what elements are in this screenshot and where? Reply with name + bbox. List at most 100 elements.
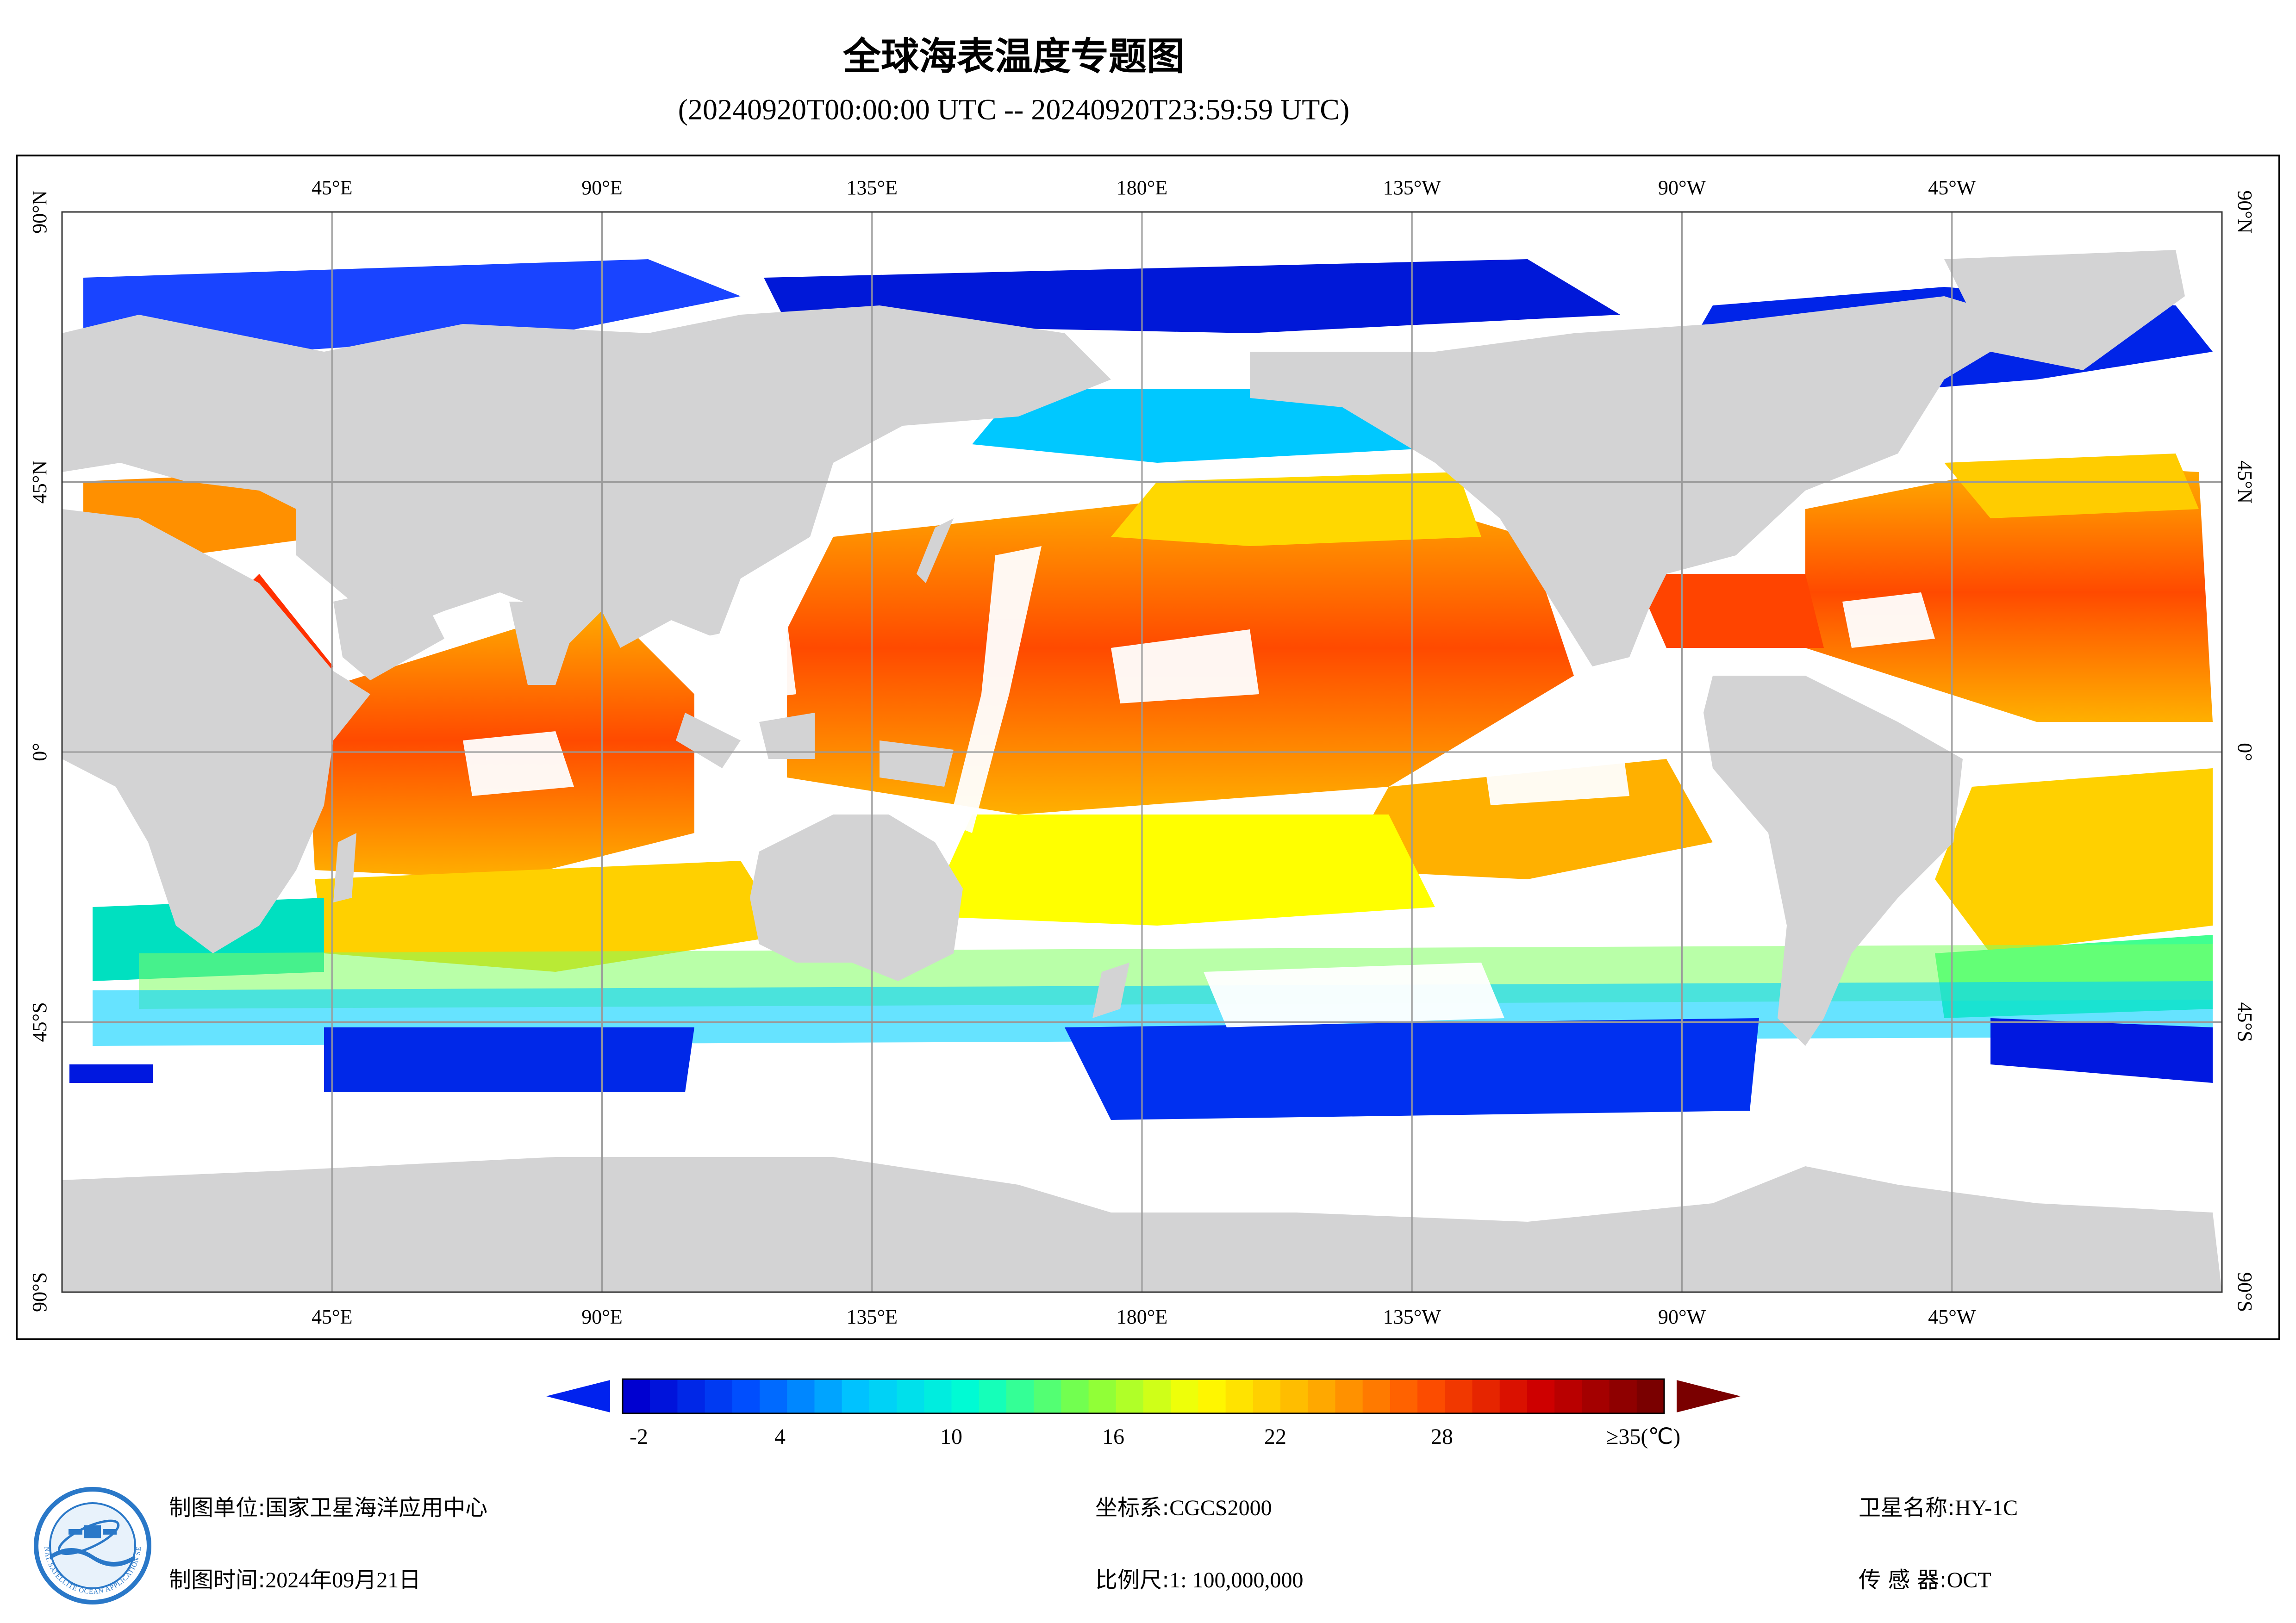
sst-region-arctic-atlantic	[83, 259, 741, 352]
footer-sat-label: 卫星名称:	[1859, 1495, 1955, 1521]
longitude-label-top: 135°E	[847, 176, 898, 199]
colorbar-cell	[1390, 1379, 1418, 1413]
latitude-label-left: 0°	[28, 743, 51, 761]
colorbar-tick-label: 10	[940, 1424, 962, 1449]
longitude-label-top: 45°E	[312, 176, 352, 199]
colorbar-tick-labels: -2 4 10 16 22 28 ≥35(℃)	[630, 1424, 1680, 1449]
land-south-america	[1703, 676, 1963, 1046]
colorbar-tick-label: 28	[1431, 1424, 1453, 1449]
colorbar-cell	[1143, 1379, 1172, 1413]
latitude-label-left: 45°S	[28, 1002, 51, 1042]
land-arabia	[333, 583, 444, 680]
colorbar-tick-label: ≥35(℃)	[1606, 1424, 1680, 1449]
colorbar-cell	[842, 1379, 870, 1413]
land-new-zealand	[1092, 963, 1129, 1018]
colorbar-cell	[1417, 1379, 1446, 1413]
colorbar-cell	[787, 1379, 815, 1413]
sst-region-southern-ocean-atlantic	[1990, 1018, 2213, 1083]
colorbar-cell	[1225, 1379, 1254, 1413]
colorbar-cell	[1171, 1379, 1199, 1413]
colorbar-cell	[897, 1379, 925, 1413]
longitude-label-top: 180°E	[1117, 176, 1167, 199]
sst-region-south-atlantic	[1935, 768, 2213, 953]
land-greenland	[1944, 250, 2185, 370]
colorbar-cell	[1445, 1379, 1473, 1413]
colorbar-over-arrow	[1677, 1380, 1741, 1412]
footer-coordinate-system: 坐标系:CGCS2000	[1095, 1489, 1272, 1522]
footer-sensor-value: OCT	[1947, 1568, 1991, 1592]
map-title: 全球海表温度专题图	[842, 35, 1185, 79]
colorbar-cell	[1034, 1379, 1062, 1413]
logo-satellite-icon	[84, 1525, 101, 1538]
land-india	[509, 602, 583, 685]
footer-production-time: 制图时间:2024年09月21日	[169, 1561, 421, 1594]
footer-crs-label: 坐标系:	[1095, 1495, 1170, 1521]
sst-field	[62, 212, 2222, 1292]
colorbar-cell	[1088, 1379, 1117, 1413]
colorbar-border	[622, 1378, 1665, 1414]
colorbar-cell	[924, 1379, 952, 1413]
latitude-label-right: 0°	[2234, 743, 2256, 761]
map-subtitle-time-range: (20240920T00:00:00 UTC -- 20240920T23:59…	[678, 93, 1350, 126]
colorbar-cell	[1582, 1379, 1610, 1413]
longitude-label-bottom: 45°W	[1928, 1306, 1976, 1328]
longitude-label-bottom: 90°W	[1658, 1306, 1706, 1328]
footer-scale: 比例尺:1: 100,000,000	[1095, 1561, 1304, 1594]
sst-region-arctic-ocean	[764, 259, 1620, 333]
colorbar-under-arrow	[546, 1380, 610, 1412]
colorbar-cell	[1609, 1379, 1637, 1413]
footer-sat-value: HY-1C	[1955, 1496, 2018, 1520]
colorbar-cell	[760, 1379, 788, 1413]
sst-region-south-indian-mid	[315, 861, 787, 972]
colorbar-cell	[1116, 1379, 1144, 1413]
latitude-label-left: 90°N	[28, 190, 51, 233]
colorbar-cell	[1198, 1379, 1226, 1413]
colorbar-tick-label: -2	[630, 1424, 648, 1449]
colorbar-cell	[677, 1379, 705, 1413]
colorbar-cell	[650, 1379, 678, 1413]
footer-time-value: 2024年09月21日	[265, 1568, 421, 1592]
logo-solar-panel-left-icon	[69, 1529, 82, 1535]
footer-producer-label: 制图单位:	[169, 1495, 266, 1521]
no-data-southern-pacific	[1204, 963, 1504, 1027]
latitude-label-left: 45°N	[28, 460, 51, 504]
colorbar: -2 4 10 16 22 28 ≥35(℃)	[546, 1378, 1741, 1449]
sst-region-southern-ocean-west	[69, 1064, 153, 1083]
footer-producer: 制图单位:国家卫星海洋应用中心	[169, 1489, 487, 1522]
footer-scale-label: 比例尺:	[1095, 1567, 1170, 1593]
footer-time-label: 制图时间:	[169, 1567, 266, 1593]
sst-region-north-atlantic-mid	[1944, 454, 2199, 518]
sst-region-southern-ocean-indian	[324, 1027, 694, 1092]
map-frame	[16, 155, 2280, 1340]
colorbar-cell	[1253, 1379, 1281, 1413]
no-data-bay-of-bengal	[694, 620, 796, 703]
land-sumatra	[676, 713, 741, 768]
colorbar-cell	[1554, 1379, 1583, 1413]
colorbar-cell	[869, 1379, 898, 1413]
longitude-label-bottom: 45°E	[312, 1306, 352, 1328]
longitude-label-bottom: 90°E	[581, 1306, 622, 1328]
no-data-swath-gap	[949, 546, 1042, 833]
sst-region-south-pacific-subtropical	[926, 815, 1435, 926]
map-inner-border	[61, 211, 2223, 1293]
longitude-label-bottom: 135°W	[1383, 1306, 1441, 1328]
colorbar-tick-label: 4	[774, 1424, 786, 1449]
no-data-indian	[463, 731, 574, 796]
colorbar-tick-label: 22	[1264, 1424, 1286, 1449]
no-data-atlantic	[1842, 592, 1935, 648]
colorbar-cell	[1280, 1379, 1309, 1413]
no-data-patches	[463, 546, 1935, 1027]
no-data-east-pacific	[1481, 731, 1629, 805]
colorbar-cell	[705, 1379, 733, 1413]
colorbar-cell	[1308, 1379, 1336, 1413]
colorbar-cell	[1636, 1379, 1665, 1413]
colorbar-cell	[732, 1379, 761, 1413]
logo-solar-panel-right-icon	[103, 1529, 117, 1535]
colorbar-cell	[1335, 1379, 1363, 1413]
latitude-labels-left: 90°N 45°N 0° 45°S 90°S	[28, 190, 51, 1312]
sst-region-gulf-of-mexico	[1634, 574, 1824, 648]
colorbar-cell	[979, 1379, 1007, 1413]
colorbar-cell	[623, 1379, 651, 1413]
